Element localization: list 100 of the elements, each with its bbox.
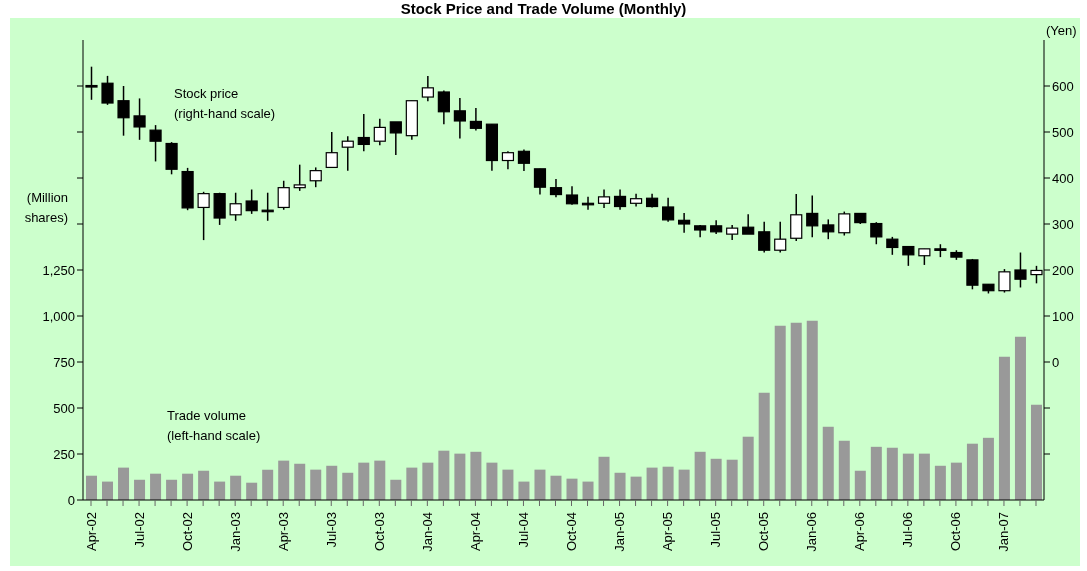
- x-tick-label: Oct-03: [371, 512, 387, 552]
- x-tick-label: Jan-03: [227, 512, 243, 552]
- bar: [630, 476, 642, 500]
- candlestick: [806, 194, 819, 239]
- bar: [358, 462, 370, 500]
- y-tick-label: 1,250: [42, 262, 75, 278]
- x-tick-label: Jul-05: [708, 512, 724, 548]
- candlestick: [613, 188, 627, 211]
- x-tick-label: Apr-06: [852, 512, 868, 552]
- x-tick-label: Jan-05: [612, 512, 628, 552]
- bar: [918, 453, 930, 500]
- x-tick-label: Jan-07: [996, 512, 1012, 552]
- annotation: Stock price (right-hand scale): [174, 85, 276, 123]
- bar: [134, 479, 146, 500]
- y-tick-label: 750: [53, 354, 75, 370]
- bar: [198, 470, 210, 500]
- bar: [790, 322, 802, 500]
- x-tick-label: Apr-04: [467, 512, 483, 552]
- candlestick: [117, 85, 130, 137]
- bar: [838, 440, 850, 500]
- bar: [534, 469, 546, 500]
- y2-axis-title: (Yen): [1046, 23, 1077, 38]
- bar: [342, 472, 354, 500]
- bar: [758, 392, 770, 500]
- candlestick: [229, 191, 242, 222]
- x-tick-label: Jan-04: [419, 512, 435, 552]
- y2-tick-label: 300: [1052, 216, 1074, 232]
- candlestick: [389, 121, 402, 156]
- candlestick: [790, 193, 803, 242]
- x-tick-label: Jan-06: [804, 512, 820, 552]
- bar: [646, 467, 658, 500]
- candlestick: [277, 180, 290, 211]
- bar: [934, 465, 946, 500]
- bar: [1030, 404, 1042, 500]
- bar: [326, 465, 338, 500]
- y2-tick-label: 0: [1052, 354, 1060, 370]
- bar: [662, 466, 674, 500]
- candlestick: [421, 75, 434, 102]
- x-tick-label: Jul-02: [131, 512, 147, 548]
- bar: [886, 447, 898, 500]
- y-tick-label: 500: [53, 400, 75, 416]
- bar: [774, 325, 786, 500]
- candlestick: [101, 75, 114, 106]
- bar: [246, 482, 258, 500]
- bar: [214, 481, 226, 500]
- candlestick: [678, 212, 691, 234]
- candlestick: [469, 107, 482, 132]
- bar: [902, 453, 914, 500]
- bar: [86, 475, 97, 500]
- bar: [598, 456, 610, 500]
- x-tick-label: Jul-03: [323, 512, 339, 548]
- bar: [454, 453, 466, 500]
- candlestick: [293, 163, 306, 192]
- chart-title: Stock Price and Trade Volume (Monthly): [399, 0, 688, 17]
- y-tick-label: 1,000: [42, 308, 75, 324]
- candlestick: [373, 117, 386, 147]
- x-tick-label: Apr-03: [275, 512, 291, 552]
- bar: [982, 437, 994, 500]
- bar: [694, 451, 706, 500]
- bar: [854, 470, 866, 500]
- bar: [102, 481, 114, 500]
- bar: [470, 451, 482, 500]
- y-tick-label: 0: [67, 492, 75, 508]
- candlestick: [1014, 251, 1027, 289]
- x-tick-label: Oct-04: [564, 512, 580, 552]
- x-tick-label: Jul-04: [515, 512, 531, 548]
- y2-tick-label: 100: [1052, 308, 1074, 324]
- bar: [390, 479, 402, 500]
- candlestick: [149, 124, 162, 163]
- x-tick-label: Apr-02: [83, 512, 99, 552]
- candlestick: [197, 191, 210, 241]
- x-tick-label: Oct-05: [756, 512, 772, 552]
- candlestick: [309, 166, 322, 188]
- candlestick: [662, 197, 675, 223]
- bar: [278, 460, 290, 500]
- x-tick-label: Oct-02: [179, 512, 195, 552]
- bar: [262, 469, 274, 500]
- candlestick: [453, 97, 466, 140]
- candlestick: [245, 188, 258, 215]
- candlestick: [341, 135, 354, 172]
- bar: [550, 475, 562, 500]
- bar: [950, 462, 962, 500]
- y-axis-title: (Million shares): [23, 189, 68, 227]
- bar: [118, 467, 130, 500]
- candlestick: [325, 131, 338, 169]
- y2-tick-label: 500: [1052, 124, 1074, 140]
- x-tick-label: Jul-06: [900, 512, 916, 548]
- bar: [518, 481, 530, 500]
- y-tick-label: 250: [53, 446, 75, 462]
- candlestick: [822, 218, 835, 240]
- bar: [966, 443, 978, 500]
- y2-tick-label: 600: [1052, 78, 1074, 94]
- candlestick: [517, 148, 531, 172]
- bar: [582, 481, 594, 500]
- bar: [438, 450, 450, 500]
- candlestick: [597, 188, 611, 209]
- bar: [294, 463, 306, 500]
- bar: [310, 469, 322, 500]
- candlestick: [758, 220, 771, 254]
- candlestick: [133, 97, 146, 141]
